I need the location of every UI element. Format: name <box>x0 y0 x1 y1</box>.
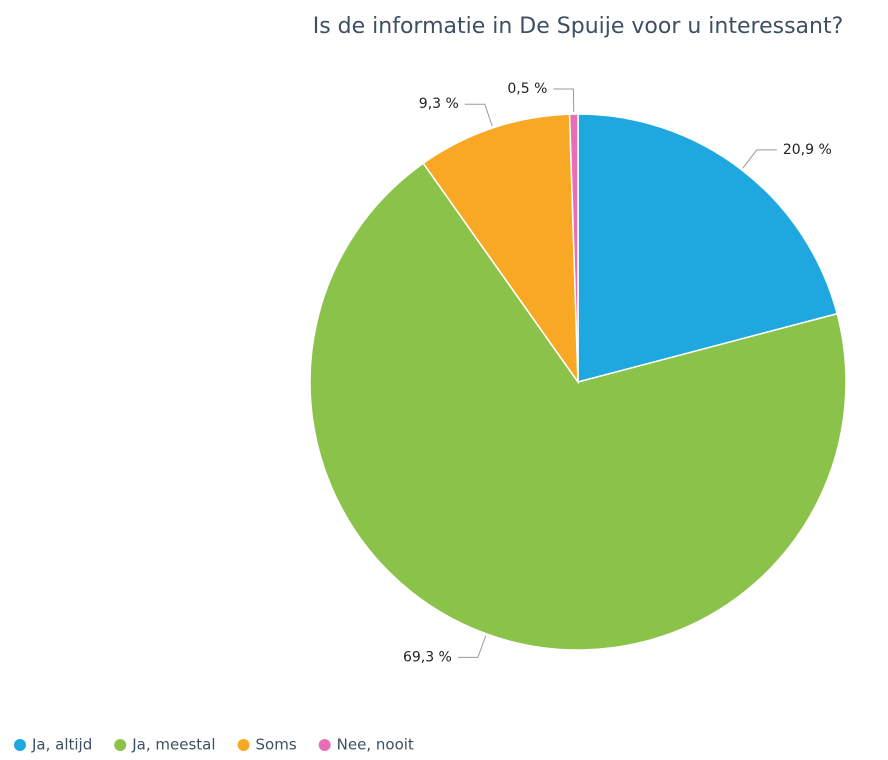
chart-title: Is de informatie in De Spuije voor u int… <box>313 14 844 39</box>
leader-line <box>553 88 575 113</box>
data-label: 20,9 % <box>783 142 832 158</box>
pie-slice <box>568 113 579 383</box>
data-label: 0,5 % <box>507 81 547 97</box>
pie-slice <box>577 113 839 383</box>
leader-line <box>457 635 487 658</box>
legend-swatch <box>237 739 250 751</box>
legend: Ja, altijd Ja, meestal Soms Nee, nooit <box>14 736 414 754</box>
legend-label: Ja, altijd <box>31 736 92 754</box>
legend-label: Nee, nooit <box>337 736 414 754</box>
leader-line <box>742 149 777 169</box>
legend-swatch <box>14 739 26 751</box>
pie-slice <box>422 113 579 385</box>
legend-label: Ja, meestal <box>131 736 215 754</box>
data-label: 69,3 % <box>403 649 452 665</box>
leader-line <box>464 103 493 127</box>
legend-swatch <box>114 739 127 751</box>
legend-swatch <box>318 739 331 751</box>
pie-slice <box>309 162 847 651</box>
data-label: 9,3 % <box>419 96 459 112</box>
legend-label: Soms <box>256 736 297 754</box>
